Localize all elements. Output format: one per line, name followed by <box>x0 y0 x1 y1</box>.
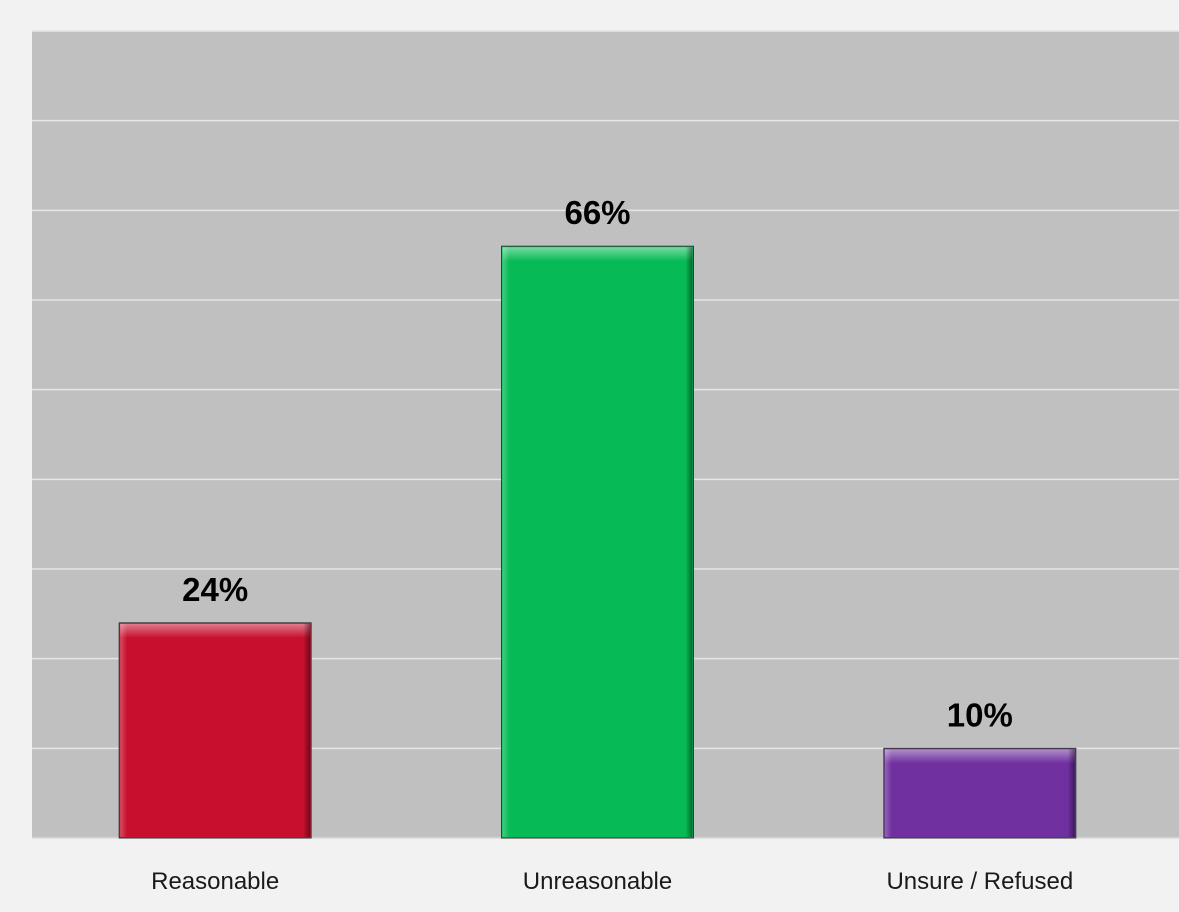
bar-bevel-left <box>884 749 892 837</box>
category-label-unsure-refused: Unsure / Refused <box>886 868 1073 895</box>
bar-fill <box>501 245 694 839</box>
bar-bevel-right <box>1067 749 1075 837</box>
bar-bevel-right <box>685 247 693 837</box>
data-labels: 24% 66% 10% <box>182 194 1013 733</box>
category-labels: Reasonable Unreasonable Unsure / Refused <box>151 868 1073 895</box>
data-label-unreasonable: 66% <box>564 194 630 231</box>
data-label-reasonable: 24% <box>182 571 248 608</box>
category-label-unreasonable: Unreasonable <box>523 868 672 895</box>
bar-reasonable <box>118 622 312 839</box>
bar-bevel-top <box>502 247 693 262</box>
bar-unsure-refused <box>883 747 1077 839</box>
bar-unreasonable <box>501 245 694 839</box>
bar-bevel-left <box>502 247 510 837</box>
bar-fill <box>118 622 312 839</box>
bar-bevel-top <box>884 749 1075 764</box>
bar-bevel-top <box>120 623 311 638</box>
bars <box>118 245 1077 839</box>
bar-bevel-left <box>120 623 128 837</box>
category-label-reasonable: Reasonable <box>151 868 279 895</box>
bar-bevel-right <box>303 623 311 837</box>
data-label-unsure-refused: 10% <box>947 696 1013 733</box>
